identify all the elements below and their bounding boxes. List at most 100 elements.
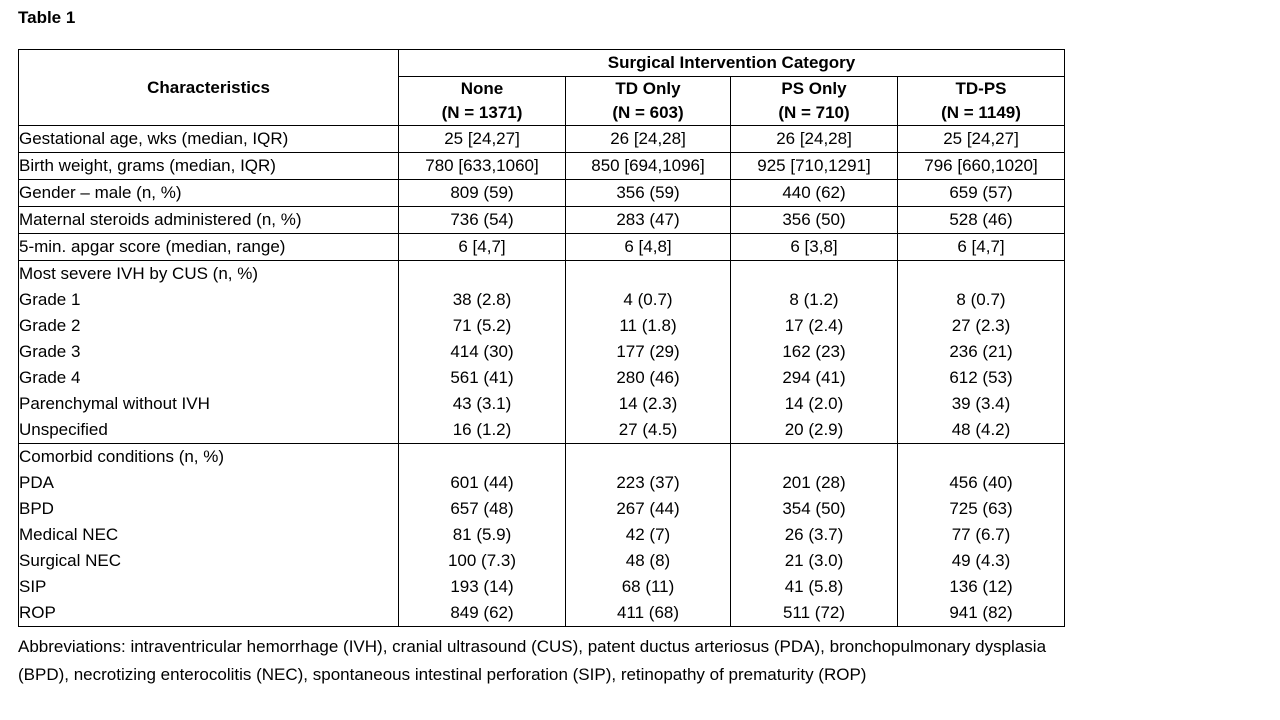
cell-value: 267 (44) [565, 496, 731, 522]
table-row: Grade 2 71 (5.2) 11 (1.8) 17 (2.4) 27 (2… [18, 313, 1065, 339]
cell-value: 48 (4.2) [897, 417, 1065, 444]
column-header-td-only: TD Only [565, 76, 731, 101]
cell-value: 414 (30) [398, 339, 566, 365]
column-header-td-ps: TD-PS [897, 76, 1065, 101]
table-row: Gender – male (n, %) 809 (59) 356 (59) 4… [18, 179, 1065, 207]
characteristics-table: Characteristics Surgical Intervention Ca… [18, 49, 1065, 627]
table-row: PDA 601 (44) 223 (37) 201 (28) 456 (40) [18, 470, 1065, 496]
row-label: Grade 3 [18, 339, 399, 365]
table-row: Maternal steroids administered (n, %) 73… [18, 206, 1065, 234]
header-row-category: Characteristics Surgical Intervention Ca… [18, 49, 1065, 126]
abbreviations-note: Abbreviations: intraventricular hemorrha… [18, 637, 1047, 684]
table-title: Table 1 [18, 8, 76, 27]
row-label: Unspecified [18, 417, 399, 444]
cell-value: 736 (54) [398, 206, 566, 234]
cell-value: 725 (63) [897, 496, 1065, 522]
cell-value: 39 (3.4) [897, 391, 1065, 417]
column-n-none: (N = 1371) [398, 101, 566, 126]
column-n-td-ps: (N = 1149) [897, 101, 1065, 126]
cell-value: 659 (57) [897, 179, 1065, 207]
table-row: Birth weight, grams (median, IQR) 780 [6… [18, 152, 1065, 180]
cell-value: 456 (40) [897, 470, 1065, 496]
table-row: Medical NEC 81 (5.9) 42 (7) 26 (3.7) 77 … [18, 522, 1065, 548]
cell-value: 77 (6.7) [897, 522, 1065, 548]
table-row: ROP 849 (62) 411 (68) 511 (72) 941 (82) [18, 600, 1065, 627]
cell-value: 26 (3.7) [730, 522, 898, 548]
cell-value: 26 [24,28] [730, 125, 898, 153]
cell-value: 162 (23) [730, 339, 898, 365]
cell-value: 11 (1.8) [565, 313, 731, 339]
cell-value: 14 (2.0) [730, 391, 898, 417]
cell-value: 411 (68) [565, 600, 731, 627]
cell-value: 849 (62) [398, 600, 566, 627]
cell-value: 280 (46) [565, 365, 731, 391]
cell-value: 201 (28) [730, 470, 898, 496]
cell-value: 42 (7) [565, 522, 731, 548]
cell-value: 528 (46) [897, 206, 1065, 234]
table-row: Grade 4 561 (41) 280 (46) 294 (41) 612 (… [18, 365, 1065, 391]
cell-value: 26 [24,28] [565, 125, 731, 153]
cell-value: 354 (50) [730, 496, 898, 522]
cell-value: 27 (4.5) [565, 417, 731, 444]
column-header-ps-only: PS Only [730, 76, 898, 101]
cell-value: 38 (2.8) [398, 287, 566, 313]
cell-value: 41 (5.8) [730, 574, 898, 600]
section-label: Comorbid conditions (n, %) [18, 443, 399, 470]
row-label: Surgical NEC [18, 548, 399, 574]
cell-value: 796 [660,1020] [897, 152, 1065, 180]
section-label: Most severe IVH by CUS (n, %) [18, 260, 399, 287]
cell-value: 81 (5.9) [398, 522, 566, 548]
table-row: BPD 657 (48) 267 (44) 354 (50) 725 (63) [18, 496, 1065, 522]
row-label: Maternal steroids administered (n, %) [18, 206, 399, 234]
cell-value: 561 (41) [398, 365, 566, 391]
cell-value: 601 (44) [398, 470, 566, 496]
cell-value: 100 (7.3) [398, 548, 566, 574]
cell-value: 6 [4,8] [565, 233, 731, 261]
cell-value: 177 (29) [565, 339, 731, 365]
row-label: SIP [18, 574, 399, 600]
cell-value: 49 (4.3) [897, 548, 1065, 574]
section-header-ivh: Most severe IVH by CUS (n, %) [18, 260, 1065, 287]
cell-value: 941 (82) [897, 600, 1065, 627]
cell-value: 25 [24,27] [398, 125, 566, 153]
row-label: ROP [18, 600, 399, 627]
table-row: Unspecified 16 (1.2) 27 (4.5) 20 (2.9) 4… [18, 417, 1065, 444]
section-header-comorbid: Comorbid conditions (n, %) [18, 443, 1065, 470]
table-row: Parenchymal without IVH 43 (3.1) 14 (2.3… [18, 391, 1065, 417]
characteristics-header: Characteristics [18, 49, 399, 126]
cell-value: 71 (5.2) [398, 313, 566, 339]
cell-value: 223 (37) [565, 470, 731, 496]
cell-value: 780 [633,1060] [398, 152, 566, 180]
cell-value: 48 (8) [565, 548, 731, 574]
row-label: Grade 1 [18, 287, 399, 313]
cell-value: 4 (0.7) [565, 287, 731, 313]
cell-value: 294 (41) [730, 365, 898, 391]
cell-value: 809 (59) [398, 179, 566, 207]
cell-value: 6 [4,7] [398, 233, 566, 261]
row-label: BPD [18, 496, 399, 522]
row-label: Gender – male (n, %) [18, 179, 399, 207]
row-label: Parenchymal without IVH [18, 391, 399, 417]
row-label: 5-min. apgar score (median, range) [18, 233, 399, 261]
column-n-ps-only: (N = 710) [730, 101, 898, 126]
cell-value: 8 (0.7) [897, 287, 1065, 313]
column-n-td-only: (N = 603) [565, 101, 731, 126]
cell-value: 925 [710,1291] [730, 152, 898, 180]
cell-value: 193 (14) [398, 574, 566, 600]
cell-value: 283 (47) [565, 206, 731, 234]
cell-value: 25 [24,27] [897, 125, 1065, 153]
table-row: Grade 1 38 (2.8) 4 (0.7) 8 (1.2) 8 (0.7) [18, 287, 1065, 313]
cell-value: 14 (2.3) [565, 391, 731, 417]
table-row: Gestational age, wks (median, IQR) 25 [2… [18, 125, 1065, 153]
cell-value: 612 (53) [897, 365, 1065, 391]
cell-value: 68 (11) [565, 574, 731, 600]
cell-value: 6 [3,8] [730, 233, 898, 261]
cell-value: 21 (3.0) [730, 548, 898, 574]
cell-value: 356 (50) [730, 206, 898, 234]
header-row-counts: (N = 1371) (N = 603) (N = 710) (N = 1149… [19, 101, 1065, 126]
cell-value: 6 [4,7] [897, 233, 1065, 261]
cell-value: 511 (72) [730, 600, 898, 627]
column-header-none: None [398, 76, 566, 101]
row-label: Medical NEC [18, 522, 399, 548]
cell-value: 16 (1.2) [398, 417, 566, 444]
